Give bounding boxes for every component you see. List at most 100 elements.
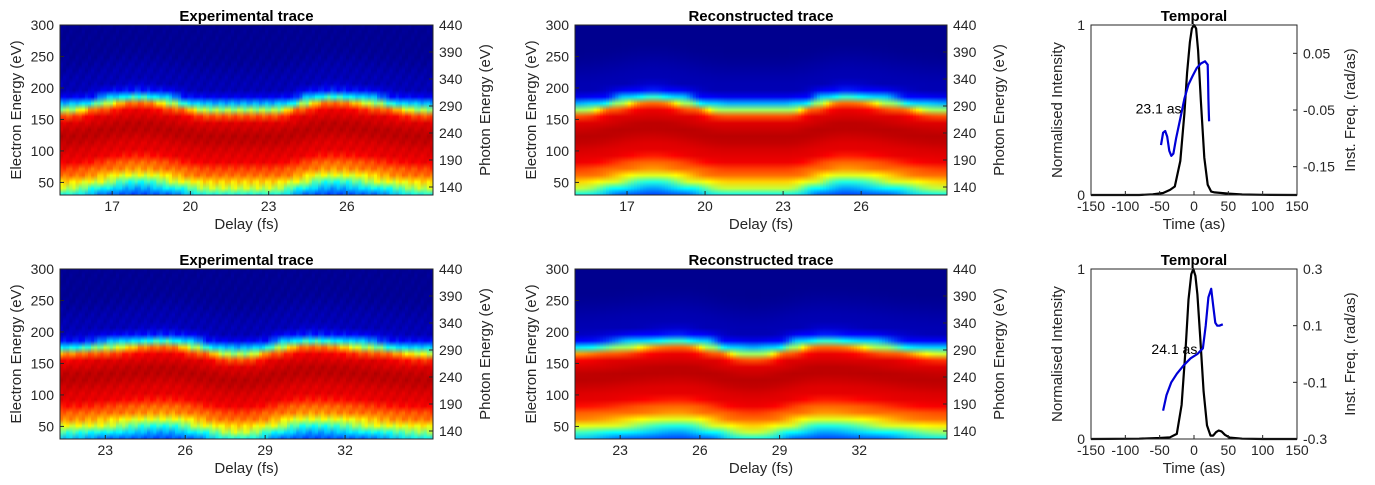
y2-tick-label: 290 [439, 342, 463, 358]
heatmap-column [125, 25, 129, 195]
heatmap-column [916, 269, 920, 439]
heatmap-column [361, 269, 366, 439]
heatmap-column [912, 25, 917, 195]
heatmap-column [380, 269, 384, 439]
heatmap-column [779, 25, 784, 195]
heatmap-column [819, 269, 824, 439]
x-tick-label: 100 [1251, 442, 1275, 458]
heatmap-column [881, 25, 886, 195]
heatmap-column [748, 25, 753, 195]
heatmap-column [237, 25, 241, 195]
heatmap-column [940, 25, 945, 195]
y2-tick-label: 240 [953, 125, 977, 141]
heatmap-column [377, 269, 381, 439]
heatmap-column [258, 269, 263, 439]
heatmap-column [398, 25, 403, 195]
y-tick-label: 300 [546, 17, 570, 33]
heatmap-column [97, 269, 102, 439]
heatmap-column [224, 269, 229, 439]
heatmap-column [705, 25, 709, 195]
heatmap-column [891, 25, 895, 195]
heatmap-column [807, 269, 812, 439]
heatmap-column [767, 269, 771, 439]
heatmap-column [674, 25, 678, 195]
heatmap-column [271, 269, 276, 439]
heatmap-column [401, 25, 406, 195]
panel-4: 23 26 29 32 50 100 150 200 250 300 140 190 240 290 340… [8, 252, 494, 477]
heatmap-column [190, 25, 195, 195]
heatmap-column [919, 269, 923, 439]
heatmap-column [829, 25, 833, 195]
x-tick-label: 23 [261, 198, 277, 214]
heatmap-column [841, 25, 846, 195]
heatmap-column [742, 269, 747, 439]
heatmap-column [134, 25, 139, 195]
heatmap-column [370, 25, 375, 195]
y2-tick-label: 390 [953, 288, 977, 304]
axes-frame [59, 268, 434, 440]
heatmap-column [640, 269, 644, 439]
heatmap-column [618, 25, 623, 195]
y2-tick-label: -0.1 [1303, 374, 1327, 390]
heatmap-column [66, 269, 70, 439]
heatmap-column [305, 25, 310, 195]
heatmap-column [618, 269, 623, 439]
heatmap-column [249, 25, 254, 195]
heatmap-column [426, 269, 431, 439]
heatmap-column [838, 269, 843, 439]
heatmap-column [801, 25, 805, 195]
heatmap-column [165, 25, 170, 195]
heatmap-column [612, 269, 616, 439]
y2-axis-label: Photon Energy (eV) [477, 44, 494, 176]
heatmap-column [286, 269, 291, 439]
heatmap-column [193, 269, 198, 439]
heatmap-column [909, 269, 914, 439]
heatmap-column [60, 25, 64, 195]
heatmap-column [823, 269, 827, 439]
heatmap-column [345, 269, 350, 439]
heatmap-column [909, 25, 914, 195]
heatmap-column [159, 25, 164, 195]
heatmap-column [72, 25, 77, 195]
heatmap-column [293, 269, 297, 439]
heatmap-column [640, 25, 644, 195]
heatmap-column [739, 269, 743, 439]
heatmap-column [900, 269, 905, 439]
heatmap-column [277, 25, 282, 195]
heatmap-column [417, 25, 422, 195]
heatmap-column [702, 269, 706, 439]
heatmap-column [131, 269, 136, 439]
x-tick-label: -50 [1150, 198, 1170, 214]
heatmap-column [736, 269, 740, 439]
y2-axis-label: Photon Energy (eV) [477, 288, 494, 420]
heatmap-column [69, 269, 74, 439]
heatmap-column [606, 25, 610, 195]
heatmap-column [252, 269, 257, 439]
heatmap-column [336, 269, 341, 439]
heatmap-column [386, 269, 391, 439]
y-tick-label: 1 [1077, 261, 1085, 277]
heatmap-column [258, 25, 263, 195]
y-tick-label: 150 [31, 111, 55, 127]
heatmap-column [630, 25, 635, 195]
heatmap-column [680, 25, 685, 195]
heatmap-column [392, 25, 397, 195]
heatmap-column [78, 25, 83, 195]
heatmap-column [723, 25, 728, 195]
heatmap-column [726, 269, 731, 439]
y-tick-label: 200 [546, 80, 570, 96]
heatmap-column [181, 25, 185, 195]
y2-tick-label: 190 [953, 396, 977, 412]
heatmap-column [869, 25, 874, 195]
heatmap-column [408, 25, 412, 195]
heatmap-column [137, 269, 142, 439]
heatmap-column [680, 269, 685, 439]
heatmap-column [209, 269, 213, 439]
y-tick-label: 100 [31, 143, 55, 159]
heatmap-column [922, 269, 926, 439]
heatmap-column [187, 269, 192, 439]
heatmap-column [243, 269, 248, 439]
heatmap-column [928, 25, 933, 195]
heatmap-column [757, 25, 762, 195]
x-tick-label: 50 [1221, 198, 1237, 214]
